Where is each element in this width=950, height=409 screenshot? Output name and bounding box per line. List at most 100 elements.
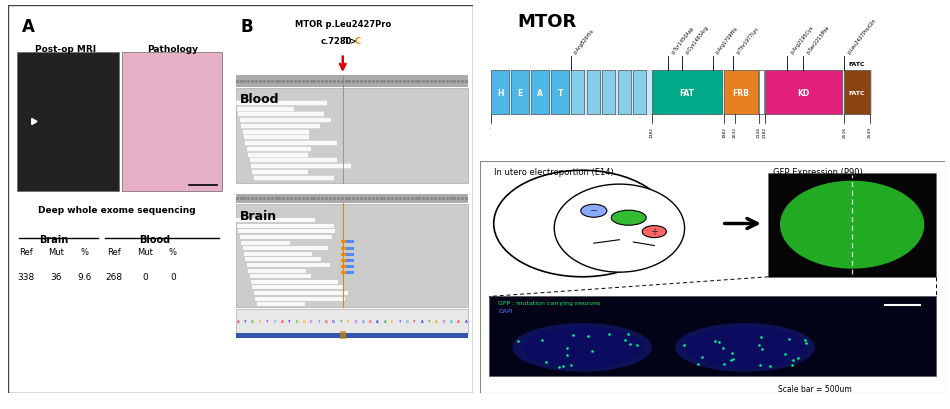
Text: B: B — [240, 18, 253, 36]
Text: %: % — [81, 248, 88, 257]
Text: p.Thr1977Lys: p.Thr1977Lys — [736, 26, 760, 55]
Bar — [769, 173, 936, 277]
Text: FATC: FATC — [848, 90, 865, 95]
Text: Post-op MRI: Post-op MRI — [35, 45, 96, 54]
Text: G: G — [406, 319, 408, 323]
Ellipse shape — [611, 211, 646, 226]
Bar — [236, 333, 468, 339]
Text: Mut: Mut — [137, 248, 153, 257]
Bar — [236, 195, 468, 203]
Text: FRB: FRB — [732, 88, 750, 97]
Text: 2549: 2549 — [868, 126, 872, 137]
Bar — [845, 71, 870, 115]
Bar — [491, 71, 871, 115]
Text: T: T — [340, 319, 342, 323]
Bar — [122, 52, 221, 192]
Text: 36: 36 — [50, 273, 63, 282]
Text: A: A — [435, 319, 438, 323]
Text: -: - — [489, 126, 493, 128]
Bar — [489, 297, 936, 376]
Text: G: G — [303, 319, 306, 323]
Text: 1382: 1382 — [650, 126, 654, 137]
Text: T: T — [344, 37, 350, 46]
Bar — [587, 71, 599, 115]
Text: FAT: FAT — [679, 88, 694, 97]
Bar — [531, 71, 549, 115]
Text: Blood: Blood — [139, 234, 170, 244]
Text: A: A — [457, 319, 460, 323]
Text: 2144: 2144 — [757, 126, 761, 137]
Text: T: T — [244, 319, 247, 323]
Text: >: > — [350, 37, 356, 46]
Text: T: T — [413, 319, 416, 323]
Text: H: H — [497, 88, 504, 97]
Text: Mut: Mut — [48, 248, 65, 257]
Text: 2182: 2182 — [763, 126, 767, 137]
Text: GFP Expression (P90): GFP Expression (P90) — [773, 167, 863, 176]
Ellipse shape — [522, 327, 642, 369]
Bar — [724, 71, 758, 115]
Bar — [236, 89, 468, 184]
Text: Scale bar = 500um: Scale bar = 500um — [778, 384, 852, 393]
Bar — [652, 71, 722, 115]
Bar — [236, 76, 468, 87]
Text: Deep whole exome sequencing: Deep whole exome sequencing — [38, 205, 196, 214]
Text: C: C — [354, 319, 357, 323]
Text: p.Ser2215Phe: p.Ser2215Phe — [806, 25, 830, 55]
Text: G: G — [369, 319, 371, 323]
Text: G: G — [332, 319, 335, 323]
Bar — [340, 332, 346, 339]
Text: A: A — [384, 319, 387, 323]
Text: C: C — [274, 319, 276, 323]
Bar — [236, 204, 468, 308]
Text: Ref: Ref — [19, 248, 33, 257]
Text: T: T — [289, 319, 291, 323]
Text: G: G — [252, 319, 255, 323]
Text: MTOR: MTOR — [517, 13, 577, 31]
Text: T: T — [558, 88, 563, 97]
Bar — [633, 71, 646, 115]
Text: A: A — [376, 319, 379, 323]
Ellipse shape — [675, 323, 815, 372]
Text: +: + — [651, 227, 658, 236]
Bar — [236, 310, 468, 333]
Text: FATC: FATC — [848, 62, 865, 67]
Text: A: A — [465, 319, 467, 323]
Text: A: A — [22, 18, 34, 36]
Text: A: A — [237, 319, 239, 323]
Text: p.Arg2195Cys: p.Arg2195Cys — [789, 25, 814, 55]
Text: 2516: 2516 — [843, 126, 846, 137]
Text: 0: 0 — [142, 273, 148, 282]
Text: A: A — [281, 319, 283, 323]
Text: Brain: Brain — [240, 209, 277, 222]
Text: T: T — [428, 319, 430, 323]
Text: In utero electroportion (E14): In utero electroportion (E14) — [494, 167, 614, 176]
Bar — [765, 71, 842, 115]
Text: p.Cys1483Arg: p.Cys1483Arg — [685, 25, 710, 55]
Bar — [236, 186, 468, 193]
Ellipse shape — [494, 171, 671, 277]
Text: 0: 0 — [170, 273, 176, 282]
Bar — [511, 71, 529, 115]
Text: C: C — [295, 319, 298, 323]
Text: A: A — [421, 319, 424, 323]
Text: 338: 338 — [18, 273, 35, 282]
Text: A: A — [538, 88, 543, 97]
Text: G: G — [325, 319, 328, 323]
Text: T: T — [347, 319, 350, 323]
Text: p.Leu2427Pro/Gln: p.Leu2427Pro/Gln — [846, 18, 877, 55]
Ellipse shape — [554, 185, 685, 272]
Ellipse shape — [780, 181, 924, 269]
Text: p.Arg1709His: p.Arg1709His — [714, 26, 739, 55]
Bar — [759, 71, 764, 115]
Text: E: E — [518, 88, 522, 97]
Circle shape — [642, 226, 666, 238]
Bar — [17, 52, 120, 192]
Text: p.Tyr1450Asp: p.Tyr1450Asp — [671, 26, 695, 55]
Text: KD: KD — [797, 88, 809, 97]
Text: Ref: Ref — [106, 248, 121, 257]
Bar — [572, 71, 584, 115]
Text: DAPI: DAPI — [499, 308, 513, 313]
Bar — [602, 71, 616, 115]
Bar — [618, 71, 631, 115]
